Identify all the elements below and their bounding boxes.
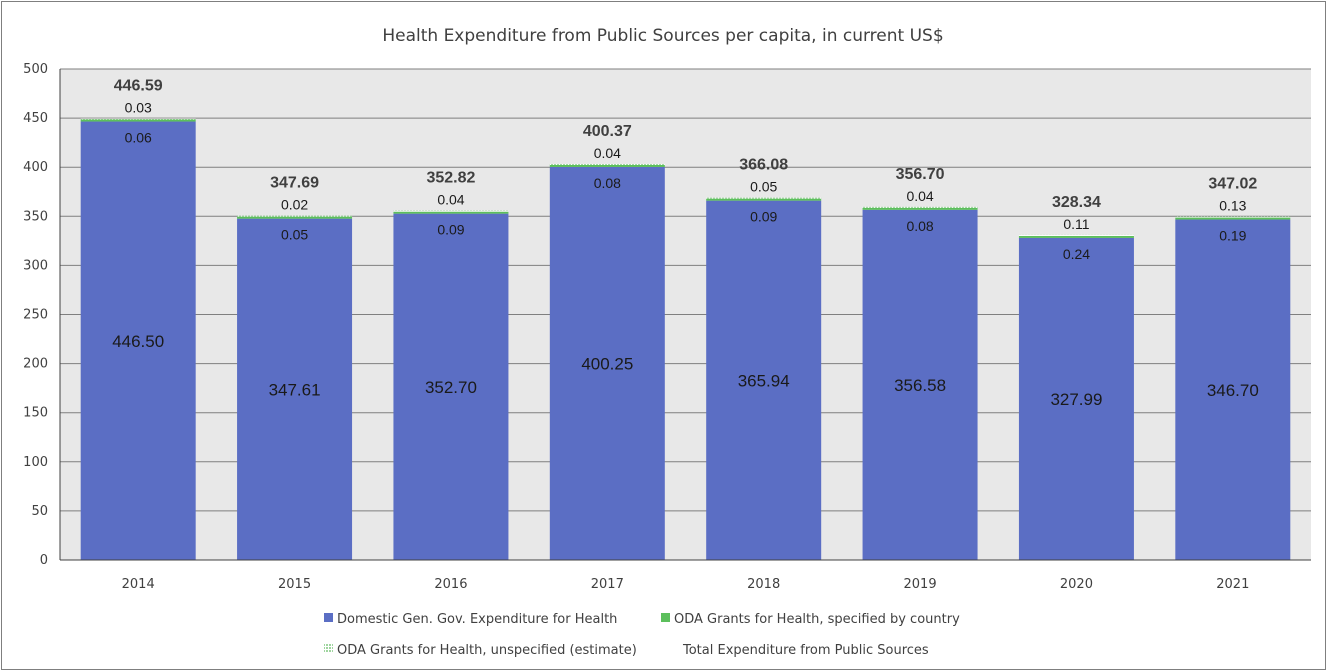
label-oda-unspecified: 0.04 [594,145,621,161]
label-oda-specified: 0.19 [1219,228,1246,244]
y-tick-label: 250 [23,308,48,323]
bar-domestic [1018,237,1134,560]
label-total: 356.70 [896,166,945,183]
y-tick-label: 200 [23,357,48,372]
bar-oda-unspecified [706,197,822,199]
label-oda-specified: 0.08 [906,218,933,234]
label-oda-unspecified: 0.11 [1063,216,1089,232]
label-total: 446.59 [114,78,163,95]
legend-oda-unspecified: ODA Grants for Health, unspecified (esti… [324,643,637,658]
x-tick-label: 2016 [434,577,467,592]
y-tick-label: 500 [23,62,48,77]
bar-domestic [706,200,822,561]
bar-domestic [549,166,665,560]
bar-oda-unspecified [80,118,196,120]
label-oda-specified: 0.09 [437,222,464,238]
axes: 0 50 100 150 200 250 300 350 400 450 500 2014 2015 20… [23,62,1311,592]
legend-label: ODA Grants for Health, specified by coun… [674,612,960,627]
x-tick-label: 2021 [1216,577,1249,592]
x-tick-label: 2018 [747,577,780,592]
y-tick-label: 400 [23,160,48,175]
data-labels: 446.50 0.06 0.03 446.59 347.61 0.05 0.02 347.69… [112,78,1259,409]
legend-domestic: Domestic Gen. Gov. Expenditure for Healt… [324,612,617,627]
x-tick-label: 2015 [278,577,311,592]
legend-label: Domestic Gen. Gov. Expenditure for Healt… [337,612,617,627]
label-total: 347.02 [1208,176,1257,193]
label-domestic: 352.70 [425,378,477,397]
label-oda-specified: 0.09 [750,209,777,225]
bar-oda-specified [393,211,509,214]
bar-oda-unspecified [549,163,665,165]
y-tick-label: 50 [31,504,48,519]
bar-oda-specified [1175,217,1291,220]
label-oda-unspecified: 0.04 [437,192,464,208]
x-tick-label: 2014 [122,577,155,592]
label-total: 400.37 [583,123,632,140]
label-oda-specified: 0.05 [281,227,308,243]
y-tick-label: 150 [23,406,48,421]
chart-title: Health Expenditure from Public Sources p… [382,26,943,46]
legend-total: Total Expenditure from Public Sources [682,643,929,658]
legend-swatch [324,644,333,653]
label-domestic: 347.61 [269,380,321,399]
y-tick-label: 350 [23,209,48,224]
bar-oda-specified [1018,235,1134,238]
y-tick-label: 100 [23,455,48,470]
label-oda-unspecified: 0.02 [281,197,308,213]
label-oda-specified: 0.06 [125,130,152,146]
label-domestic: 356.58 [894,376,946,395]
bar-oda-unspecified [237,215,353,217]
label-oda-unspecified: 0.13 [1219,198,1246,214]
legend: Domestic Gen. Gov. Expenditure for Healt… [324,612,960,658]
bar-domestic [80,121,196,561]
bar-oda-specified [549,164,665,167]
y-tick-label: 450 [23,111,48,126]
label-total: 352.82 [426,170,475,187]
legend-label: ODA Grants for Health, unspecified (esti… [337,643,637,658]
bar-domestic [237,218,353,560]
bar-oda-unspecified [1018,234,1134,236]
label-domestic: 327.99 [1050,390,1102,409]
label-domestic: 365.94 [738,371,790,390]
bar-oda-unspecified [1175,216,1291,218]
label-oda-unspecified: 0.03 [125,100,152,116]
label-domestic: 446.50 [112,332,164,351]
bar-oda-unspecified [862,206,978,208]
label-oda-specified: 0.24 [1063,246,1090,262]
bar-domestic [1175,219,1291,561]
y-tick-label: 300 [23,258,48,273]
label-total: 328.34 [1052,194,1101,211]
label-domestic: 346.70 [1207,381,1259,400]
label-oda-unspecified: 0.05 [750,179,777,195]
legend-label: Total Expenditure from Public Sources [682,643,929,658]
label-domestic: 400.25 [581,354,633,373]
legend-swatch [324,613,333,622]
label-total: 347.69 [270,175,319,192]
bar-oda-specified [237,216,353,219]
bar-oda-unspecified [393,210,509,212]
bar-domestic [862,209,978,560]
bar-oda-specified [862,207,978,210]
bars [80,118,1291,561]
label-oda-specified: 0.08 [594,175,621,191]
x-tick-label: 2019 [904,577,937,592]
bar-oda-specified [706,198,822,201]
bar-domestic [393,213,509,560]
label-oda-unspecified: 0.04 [906,188,933,204]
bar-oda-specified [80,119,196,122]
y-tick-label: 0 [40,553,48,568]
legend-oda-specified: ODA Grants for Health, specified by coun… [661,612,960,627]
x-tick-label: 2017 [591,577,624,592]
legend-swatch [661,613,670,622]
x-tick-label: 2020 [1060,577,1093,592]
label-total: 366.08 [739,157,788,174]
